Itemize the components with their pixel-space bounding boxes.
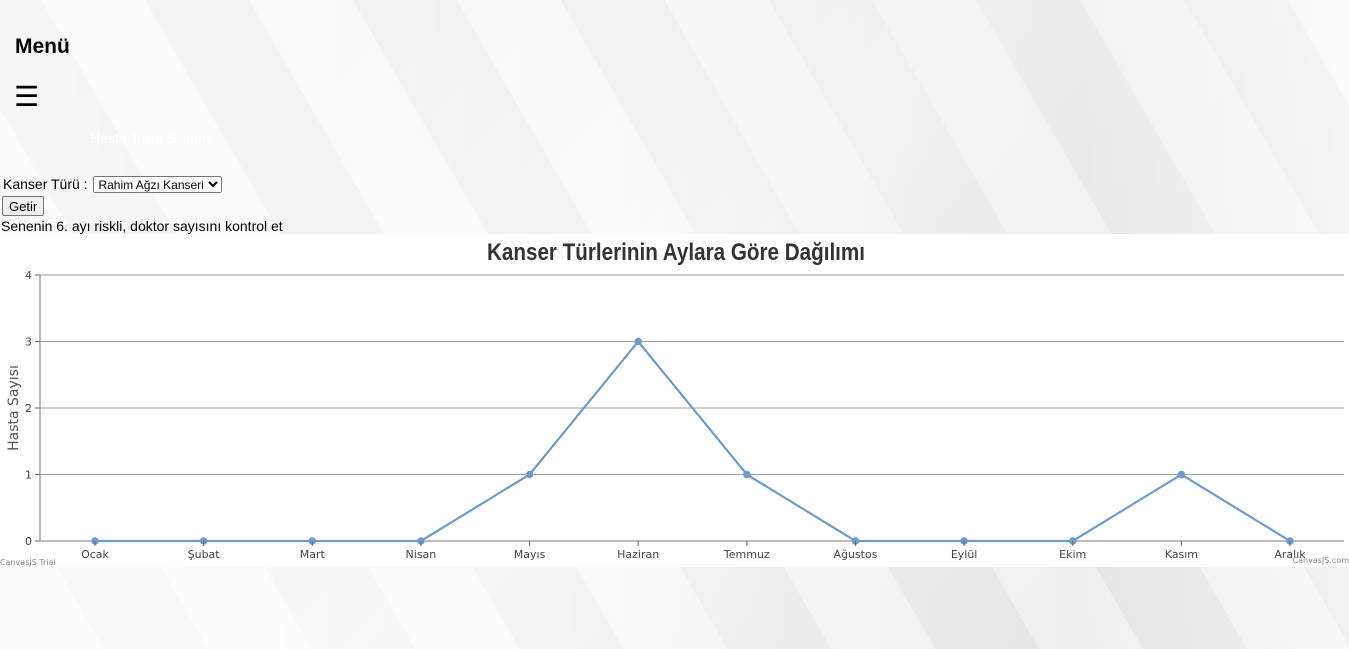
cancer-type-select[interactable]: Rahim Ağzı Kanseri [93,176,223,193]
series-line [95,339,1291,543]
x-tick-label: Mart [300,548,326,561]
x-tick-label: Aralık [1274,548,1306,561]
data-point-mayıs[interactable] [525,470,534,479]
y-tick-label: 4 [25,269,32,282]
faded-nav-text: Hasta Takip Sistemi [90,130,213,146]
chart-container: Kanser Türlerinin Aylara Göre Dağılımı H… [0,234,1349,567]
y-tick-label: 3 [25,336,32,349]
credit-right[interactable]: CanvasJS.com [1293,556,1349,565]
x-tick-label: Ocak [81,548,109,561]
cancer-type-label: Kanser Türü : [3,176,88,192]
risk-warning-text: Senenin 6. ayı riskli, doktor sayısını k… [1,218,283,234]
menu-title: Menü [15,35,70,58]
x-tick-label: Nisan [406,548,437,561]
y-tick-label: 1 [25,469,32,482]
hamburger-menu-icon[interactable]: ☰ [14,81,40,112]
y-tick-label: 2 [25,402,32,415]
x-tick-label: Kasım [1165,548,1198,561]
y-tick-label: 0 [25,535,32,548]
data-point-haziran[interactable] [634,337,642,346]
credit-left[interactable]: CanvasJS Trial [0,558,56,567]
x-tick-label: Temmuz [723,548,770,561]
cancer-type-form: Kanser Türü : Rahim Ağzı Kanseri [3,176,223,193]
chart-title: Kanser Türlerinin Aylara Göre Dağılımı [487,239,865,266]
x-tick-label: Ekim [1059,548,1086,561]
getir-button[interactable]: Getir [2,196,45,216]
data-point-temmuz[interactable] [743,470,751,479]
line-chart: Kanser Türlerinin Aylara Göre Dağılımı H… [0,239,1349,567]
data-point-kasım[interactable] [1177,470,1186,479]
x-tick-label: Eylül [951,548,978,561]
x-tick-label: Şubat [188,548,221,561]
x-tick-label: Ağustos [833,548,877,561]
y-axis-label: Hasta Sayısı [6,365,22,451]
x-tick-label: Mayıs [514,548,546,561]
x-tick-label: Haziran [617,548,659,561]
